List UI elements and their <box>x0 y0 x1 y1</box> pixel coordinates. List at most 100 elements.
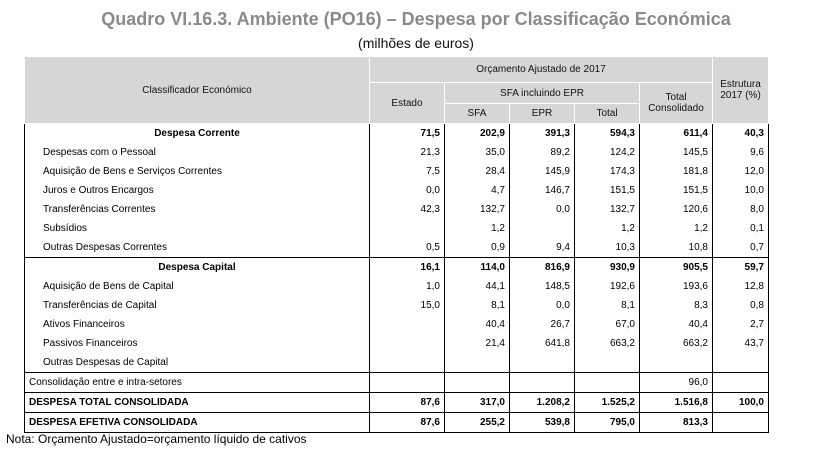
cell-total: 124,2 <box>574 143 640 162</box>
cell-estr: 8,0 <box>712 200 769 219</box>
cell-consol: 181,8 <box>639 162 713 181</box>
cell-epr: 89,2 <box>509 143 575 162</box>
cell-estr: 100,0 <box>712 392 769 413</box>
cell-estado: 0,0 <box>369 181 445 200</box>
cell-estr: 40,3 <box>712 123 769 143</box>
row-label: Despesa Capital <box>24 257 370 277</box>
header-total: Total <box>574 103 640 124</box>
cell-estr: 12,8 <box>712 277 769 296</box>
page-subtitle: (milhões de euros) <box>358 35 474 51</box>
header-budget: Orçamento Ajustado de 2017 <box>369 56 713 83</box>
table-row: Despesa Capital 16,1 114,0 816,9 930,9 905,5 5… <box>24 257 769 277</box>
cell-sfa: 8,1 <box>444 296 510 315</box>
header-sfa-incl-epr: SFA incluindo EPR <box>444 82 640 104</box>
row-label: Despesa Corrente <box>24 123 370 143</box>
cell-consol: 1,2 <box>639 219 713 238</box>
cell-total: 8,1 <box>574 296 640 315</box>
header-total-consolidado: Total Consolidado <box>639 82 713 124</box>
cell-consol: 1.516,8 <box>639 392 713 413</box>
cell-sfa <box>444 372 510 393</box>
cell-estado: 0,5 <box>369 238 445 258</box>
cell-epr: 0,0 <box>509 200 575 219</box>
cell-total: 1.525,2 <box>574 392 640 413</box>
cell-epr: 641,8 <box>509 334 575 353</box>
footnote: Nota: Orçamento Ajustado=orçamento líqui… <box>6 432 307 446</box>
cell-total: 663,2 <box>574 334 640 353</box>
cell-total: 132,7 <box>574 200 640 219</box>
table-row: Despesas com o Pessoal 21,3 35,0 89,2 124,2 1… <box>24 143 769 162</box>
table-row: Outras Despesas Correntes 0,5 0,9 9,4 10,3 10… <box>24 238 769 258</box>
cell-estr <box>712 372 769 393</box>
cell-epr: 0,0 <box>509 296 575 315</box>
cell-estr <box>712 412 769 433</box>
cell-total: 67,0 <box>574 315 640 334</box>
expense-table: Classificador Económico Orçamento Ajusta… <box>24 56 769 433</box>
cell-epr <box>509 353 575 373</box>
cell-estr: 59,7 <box>712 257 769 277</box>
cell-sfa: 114,0 <box>444 257 510 277</box>
cell-epr: 9,4 <box>509 238 575 258</box>
cell-estado: 42,3 <box>369 200 445 219</box>
cell-estado: 7,5 <box>369 162 445 181</box>
header-classifier: Classificador Económico <box>24 56 370 124</box>
header-epr: EPR <box>509 103 575 124</box>
cell-estado: 71,5 <box>369 123 445 143</box>
row-label: Outras Despesas Correntes <box>24 238 370 258</box>
row-label: Passivos Financeiros <box>24 334 370 353</box>
cell-sfa: 0,9 <box>444 238 510 258</box>
row-label: DESPESA EFETIVA CONSOLIDADA <box>24 412 370 433</box>
table-row: Consolidação entre e intra-setores 96,0 <box>24 372 769 393</box>
cell-estado <box>369 334 445 353</box>
cell-estr: 0,8 <box>712 296 769 315</box>
cell-estr: 2,7 <box>712 315 769 334</box>
cell-consol: 663,2 <box>639 334 713 353</box>
cell-sfa: 132,7 <box>444 200 510 219</box>
table-row: DESPESA TOTAL CONSOLIDADA 87,6 317,0 1.208,… <box>24 392 769 413</box>
table-row: Transferências Correntes 42,3 132,7 0,0 132,… <box>24 200 769 219</box>
cell-sfa: 317,0 <box>444 392 510 413</box>
cell-sfa <box>444 353 510 373</box>
row-label: Transferências de Capital <box>24 296 370 315</box>
cell-total <box>574 353 640 373</box>
cell-total <box>574 372 640 393</box>
cell-epr: 26,7 <box>509 315 575 334</box>
row-label: Ativos Financeiros <box>24 315 370 334</box>
cell-consol: 10,8 <box>639 238 713 258</box>
cell-estado <box>369 372 445 393</box>
cell-sfa: 1,2 <box>444 219 510 238</box>
cell-epr: 391,3 <box>509 123 575 143</box>
row-label: Subsídios <box>24 219 370 238</box>
cell-total: 594,3 <box>574 123 640 143</box>
cell-epr <box>509 219 575 238</box>
cell-epr: 1.208,2 <box>509 392 575 413</box>
table-row: Outras Despesas de Capital <box>24 353 769 373</box>
cell-sfa: 35,0 <box>444 143 510 162</box>
cell-sfa: 40,4 <box>444 315 510 334</box>
cell-epr: 148,5 <box>509 277 575 296</box>
cell-estado: 87,6 <box>369 412 445 433</box>
cell-total: 192,6 <box>574 277 640 296</box>
cell-total: 151,5 <box>574 181 640 200</box>
cell-estado <box>369 315 445 334</box>
row-label: Transferências Correntes <box>24 200 370 219</box>
page-title: Quadro VI.16.3. Ambiente (PO16) – Despes… <box>101 9 731 29</box>
cell-total: 1,2 <box>574 219 640 238</box>
cell-estado: 1,0 <box>369 277 445 296</box>
cell-total: 10,3 <box>574 238 640 258</box>
row-label: Outras Despesas de Capital <box>24 353 370 373</box>
table-row: Transferências de Capital 15,0 8,1 0,0 8,1 8,… <box>24 296 769 315</box>
table-row: Passivos Financeiros 21,4 641,8 663,2 663,2 4… <box>24 334 769 353</box>
cell-total: 795,0 <box>574 412 640 433</box>
cell-consol: 611,4 <box>639 123 713 143</box>
cell-estr <box>712 353 769 373</box>
cell-estado: 15,0 <box>369 296 445 315</box>
cell-epr: 146,7 <box>509 181 575 200</box>
table-row: DESPESA EFETIVA CONSOLIDADA 87,6 255,2 539,… <box>24 412 769 433</box>
cell-sfa: 44,1 <box>444 277 510 296</box>
cell-consol: 151,5 <box>639 181 713 200</box>
row-label: Aquisição de Bens e Serviços Correntes <box>24 162 370 181</box>
cell-consol: 145,5 <box>639 143 713 162</box>
cell-epr: 816,9 <box>509 257 575 277</box>
cell-epr: 145,9 <box>509 162 575 181</box>
cell-epr <box>509 372 575 393</box>
